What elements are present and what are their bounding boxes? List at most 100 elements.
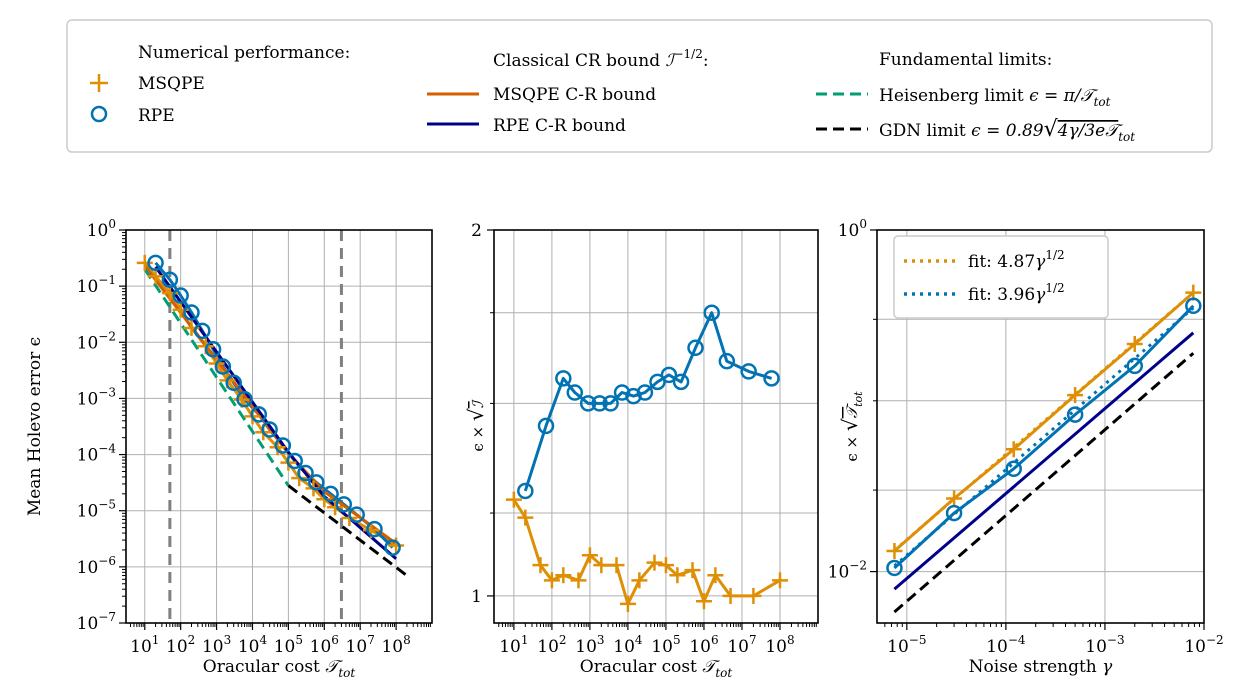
y-tick-label: 10−2 (77, 329, 116, 353)
msqpe-marker (771, 572, 788, 589)
rpe-marker (660, 366, 678, 384)
series-heisenberg-limit-line (143, 268, 290, 487)
series-fit-4-87-1-2-line (893, 291, 1195, 552)
y-axis-label: ϵ × √𝒯tot (838, 391, 865, 462)
axes-frame (876, 229, 1205, 624)
msqpe-marker (136, 254, 153, 271)
rpe-marker (718, 352, 736, 370)
msqpe-marker (631, 572, 648, 589)
rpe-marker (613, 384, 631, 401)
rpe-marker (740, 363, 757, 380)
legend-rpe-cr-label: RPE C-R bound (493, 116, 626, 136)
rpe-marker (261, 421, 278, 438)
legend-group-numerical-title: Numerical performance: (138, 43, 350, 63)
rpe-marker (250, 406, 268, 423)
msqpe-marker (646, 554, 663, 571)
axes-frame (493, 229, 819, 624)
msqpe-marker (570, 572, 587, 589)
rpe-marker (591, 395, 608, 412)
msqpe-marker (505, 491, 522, 508)
msqpe-marker (1067, 387, 1084, 404)
rpe-marker (1005, 460, 1022, 478)
rpe-marker (236, 390, 253, 408)
y-tick-label: 10−1 (77, 273, 116, 297)
msqpe-marker (517, 509, 534, 526)
series-rpe-c-r-bound-line (893, 331, 1195, 591)
y-tick-label: 10−7 (77, 610, 116, 634)
rpe-marker (147, 254, 164, 272)
chart-panel-right: 10−5 10−4 10−3 10−2 10−2 100 Noise strength γ ϵ… (828, 217, 1224, 677)
series-fit-3-96-1-2-line (893, 306, 1195, 568)
msqpe-marker (1126, 336, 1143, 353)
x-axis-label: Oracular cost 𝒯tot (580, 657, 733, 680)
x-tick-label: 10−5 (887, 633, 926, 657)
x-tick-label: 108 (765, 633, 794, 657)
legend-group-limits-title: Fundamental limits: (879, 50, 1052, 70)
y-tick-label: 10−6 (77, 554, 116, 578)
x-axis-label: Noise strength γ (969, 657, 1114, 677)
series-rpe-line (523, 311, 773, 492)
rpe-marker (172, 287, 189, 304)
rpe-marker (687, 339, 704, 357)
series-msqpe-line (512, 498, 781, 606)
msqpe-marker (669, 567, 686, 584)
x-tick-label: 106 (689, 633, 718, 657)
x-tick-label: 106 (310, 633, 339, 657)
rpe-marker (763, 370, 780, 387)
rpe-marker (672, 373, 690, 391)
rpe-marker (366, 520, 383, 538)
legend-gdn-label: GDN limit ϵ = 0.89√4γ/3e𝒯tot (879, 117, 1135, 144)
msqpe-marker (543, 572, 560, 589)
x-tick-label: 105 (274, 633, 303, 657)
msqpe-marker (1005, 441, 1022, 458)
main-legend: Numerical performance: MSQPE RPE Classic… (66, 19, 1213, 153)
y-tick-label: 10−5 (77, 498, 116, 522)
msqpe-marker (581, 547, 598, 564)
y-axis-label: Mean Holevo error ϵ (25, 337, 45, 516)
y-tick-label: 10−3 (77, 385, 116, 409)
msqpe-marker (745, 587, 762, 604)
msqpe-marker (886, 542, 903, 559)
legend-msqpe-label: MSQPE (138, 74, 205, 94)
legend-heisenberg-label: Heisenberg limit ϵ = π/𝒯tot (879, 86, 1111, 109)
msqpe-marker (327, 499, 344, 516)
plot-area (505, 304, 788, 612)
rpe-marker (886, 559, 903, 577)
rpe-marker (555, 370, 572, 387)
rpe-marker (517, 482, 534, 500)
rpe-marker (194, 322, 211, 340)
rpe-marker (602, 395, 619, 412)
rpe-marker (183, 304, 200, 321)
y-tick-label: 1 (471, 587, 482, 607)
x-tick-label: 104 (238, 633, 268, 657)
legend-frame (66, 19, 1213, 153)
x-tick-label: 102 (166, 633, 195, 657)
y-tick-label: 10−2 (828, 559, 867, 583)
x-tick-label: 104 (613, 633, 643, 657)
rpe-marker (214, 358, 232, 375)
rpe-marker (308, 474, 325, 491)
y-tick-label: 10−4 (77, 442, 117, 466)
fit-legend-frame (893, 235, 1109, 319)
msqpe-marker (707, 567, 724, 584)
x-tick-label: 101 (499, 633, 528, 657)
legend-msqpe-cr-label: MSQPE C-R bound (493, 85, 656, 105)
rpe-marker (274, 437, 292, 454)
rpe-marker (225, 374, 242, 392)
rpe-marker (649, 373, 666, 391)
rpe-marker (566, 384, 584, 401)
x-tick-label: 101 (130, 633, 159, 657)
axes-frame (125, 229, 433, 624)
x-tick-label: 105 (651, 633, 680, 657)
msqpe-marker (532, 557, 549, 574)
legend-rpe-label: RPE (138, 106, 175, 126)
rpe-marker (161, 271, 179, 288)
msqpe-marker (608, 557, 625, 574)
msqpe-marker (695, 593, 712, 610)
rpe-marker (335, 496, 353, 513)
rpe-marker (636, 384, 654, 401)
rpe-marker (945, 504, 963, 522)
legend-group-cr-title: Classical CR bound ℐ−1/2: (493, 47, 709, 71)
x-tick-label: 103 (575, 633, 604, 657)
